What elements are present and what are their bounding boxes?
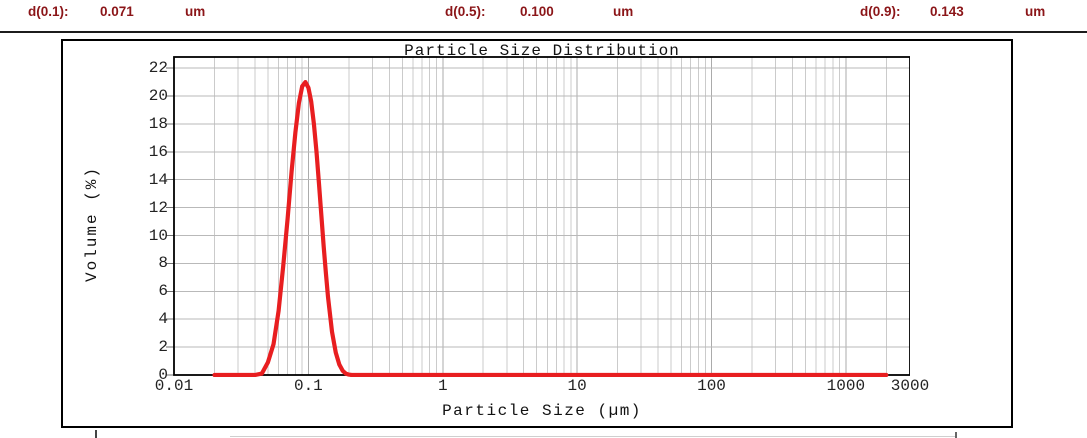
y-tick-label: 22 [148,59,168,78]
d90-value: 0.143 [930,4,964,19]
volume-distribution-curve [212,80,889,377]
x-tick-label: 1000 [826,377,866,395]
x-tick-label: 0.1 [293,377,323,395]
y-tick-label: 10 [148,226,168,245]
d50-unit: um [613,4,634,19]
gridlines [166,57,910,376]
y-axis-title: Volume (%) [83,166,101,283]
next-section-cut-line [230,436,955,437]
y-tick-label: 0 [158,366,168,384]
x-tick-label: 0.01 [154,377,194,395]
y-tick-label: 6 [158,282,168,301]
y-tick-label: 16 [148,142,168,161]
header-divider [0,31,1087,33]
plot-area [166,56,910,377]
x-axis-tick-labels: 0.01 0.1 1 10 100 1000 3000 [0,377,1087,399]
d90-unit: um [1025,4,1046,19]
d50-value: 0.100 [520,4,554,19]
y-tick-label: 8 [158,254,168,273]
y-tick-label: 12 [148,198,168,217]
y-tick-label: 14 [148,170,168,189]
x-tick-label: 10 [567,377,587,395]
x-axis-title: Particle Size (µm) [442,402,642,420]
y-tick-label: 20 [148,87,168,106]
plot-border [173,56,910,376]
x-tick-label: 1 [437,377,448,395]
d90-label: d(0.9): [860,4,901,19]
x-tick-label: 3000 [890,377,930,395]
x-tick-label: 100 [697,377,726,395]
next-section-tick [955,432,957,438]
chart-title: Particle Size Distribution [404,42,680,60]
d10-label: d(0.1): [28,4,69,19]
next-section-tick [95,430,97,438]
d10-unit: um [185,4,206,19]
d10-value: 0.071 [100,4,134,19]
y-tick-label: 4 [158,310,168,329]
y-tick-label: 2 [158,338,168,357]
y-axis-tick-labels: 0 2 4 6 8 10 12 14 16 18 20 22 [100,0,168,438]
y-tick-label: 18 [148,114,168,133]
d50-label: d(0.5): [445,4,486,19]
